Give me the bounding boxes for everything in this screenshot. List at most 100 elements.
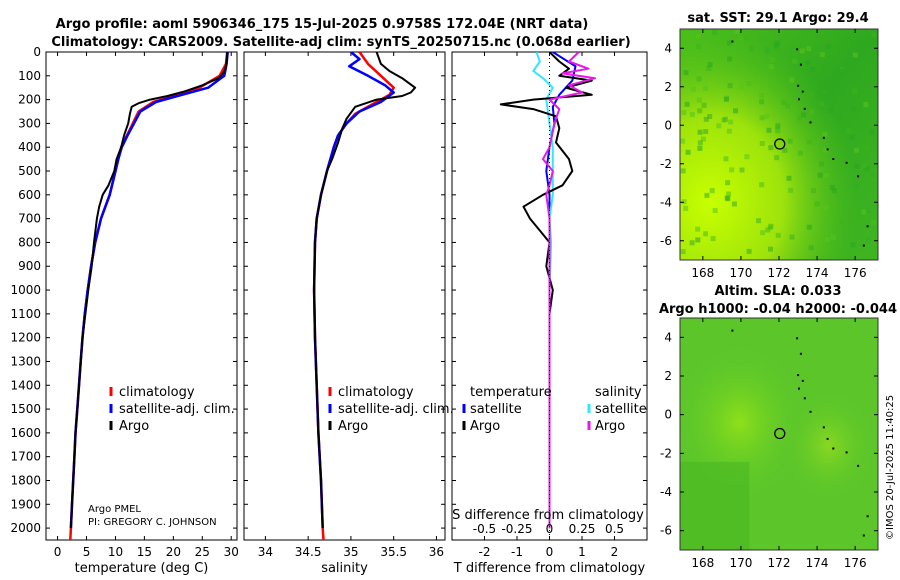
sst-cell: [701, 102, 707, 108]
sst-cell: [768, 223, 774, 229]
sst-cell: [775, 232, 781, 238]
sst-cell: [793, 106, 799, 112]
y-tick-label: 1000: [10, 283, 41, 297]
sst-cell: [839, 218, 845, 224]
sst-cell: [871, 32, 877, 38]
x-tick-label: 35.5: [380, 545, 407, 559]
diff-top-xlabel: S difference from climatology: [452, 508, 644, 523]
island-mark: [799, 63, 802, 66]
x-tick-label: 10: [108, 545, 123, 559]
sst-cell: [716, 123, 722, 129]
island-mark: [801, 379, 804, 382]
sst-cell: [819, 101, 825, 106]
sst-cell: [853, 184, 859, 190]
sst-cell: [712, 29, 718, 35]
pi-credit-line2: PI: GREGORY C. JOHNSON: [88, 517, 217, 528]
sst-cell: [824, 205, 830, 210]
island-mark: [731, 40, 734, 43]
sst-map-title: sat. SST: 29.1 Argo: 29.4: [687, 11, 868, 26]
sst-cell: [702, 86, 708, 91]
sst-cell: [870, 171, 876, 177]
island-mark: [731, 329, 734, 332]
pi-credit-line1: Argo PMEL: [88, 504, 141, 515]
map-x-tick-label: 170: [729, 266, 752, 280]
map-y-tick-label: 2: [664, 369, 672, 383]
sst-cell: [810, 66, 815, 72]
legend-label: climatology: [119, 385, 195, 400]
sst-cell: [743, 35, 749, 41]
series-argo: [69, 52, 229, 529]
profile-panels: 0100200300400500600700800900100011001200…: [10, 45, 648, 576]
temperature-panel: 0100200300400500600700800900100011001200…: [10, 45, 238, 576]
sst-cell: [703, 231, 709, 237]
sst-cell: [769, 85, 775, 91]
sst-cell: [695, 44, 701, 50]
sst-cell: [738, 35, 744, 41]
sst-cell: [689, 112, 695, 117]
sst-cell: [707, 114, 713, 119]
sst-cell: [806, 224, 812, 230]
salinity-panel: 34 34.5 35 35.5 36 salinity climatology satelli…: [243, 51, 454, 576]
sst-cell: [683, 70, 689, 76]
x-tick-label: 15: [137, 545, 152, 559]
temperature-xlabel: temperature (deg C): [75, 561, 209, 576]
map-x-tick-label: 174: [806, 556, 829, 570]
island-mark: [866, 225, 869, 228]
map-panels: 4 2 0 -2 -4 -6 168 170 172 174 176 sat. SST: 29.1 A…: [659, 11, 897, 570]
sst-cell: [739, 167, 745, 173]
sst-cell: [806, 46, 812, 52]
y-tick-label: 1900: [10, 497, 41, 511]
sst-cell: [849, 134, 855, 140]
legend-title-salinity: salinity: [595, 385, 642, 400]
sst-cell: [825, 44, 831, 49]
sst-cell: [821, 105, 827, 110]
sst-cell: [707, 62, 713, 68]
sst-cell: [684, 101, 690, 107]
map-y-tick-label: -6: [660, 524, 672, 538]
sst-cell: [854, 163, 860, 169]
sst-cell: [864, 166, 870, 172]
sst-cell: [703, 129, 709, 134]
sst-cell: [746, 248, 752, 254]
float-position-marker: [774, 138, 786, 150]
map-x-tick-label: 174: [806, 266, 829, 280]
sst-cell: [801, 112, 807, 118]
y-tick-label: 900: [18, 259, 41, 273]
salinity-xlabel: salinity: [321, 561, 368, 576]
sst-cell: [789, 234, 795, 240]
y-tick-label: 1400: [10, 378, 41, 392]
sst-cell: [726, 128, 732, 134]
sst-cell: [821, 89, 827, 94]
x-tick-label: 2: [611, 545, 619, 559]
sst-cell: [806, 139, 812, 145]
sst-cell: [862, 163, 868, 168]
sst-cell: [850, 242, 856, 248]
sst-cell: [680, 138, 685, 144]
legend-label: Argo: [595, 419, 625, 434]
y-tick-label: 1700: [10, 450, 41, 464]
sst-cell: [852, 88, 858, 94]
x-tick-label: 20: [166, 545, 181, 559]
sst-cell: [787, 138, 793, 144]
sst-cell: [831, 234, 837, 240]
sst-cell: [864, 144, 870, 150]
y-tick-label: 1800: [10, 473, 41, 487]
figure-title-line1: Argo profile: aoml 5906346_175 15-Jul-20…: [56, 17, 589, 32]
sst-cell: [822, 131, 828, 137]
sst-cell: [764, 46, 770, 51]
island-mark: [866, 515, 869, 518]
sst-cell: [725, 180, 731, 186]
sst-cell: [810, 188, 816, 194]
x-tick-label: 0: [546, 545, 554, 559]
imos-timestamp: ©IMOS 20-Jul-2025 11:40:25: [885, 395, 896, 540]
legend-label: satellite-adj. clim.: [338, 402, 454, 417]
sst-cell: [724, 195, 730, 201]
y-tick-label: 100: [18, 69, 41, 83]
sst-cell: [792, 58, 798, 64]
sst-cell: [764, 49, 770, 55]
y-tick-label: 600: [18, 188, 41, 202]
island-mark: [822, 426, 825, 429]
x-top-tick-label: -0.25: [501, 522, 532, 536]
series-argo: [313, 52, 417, 529]
